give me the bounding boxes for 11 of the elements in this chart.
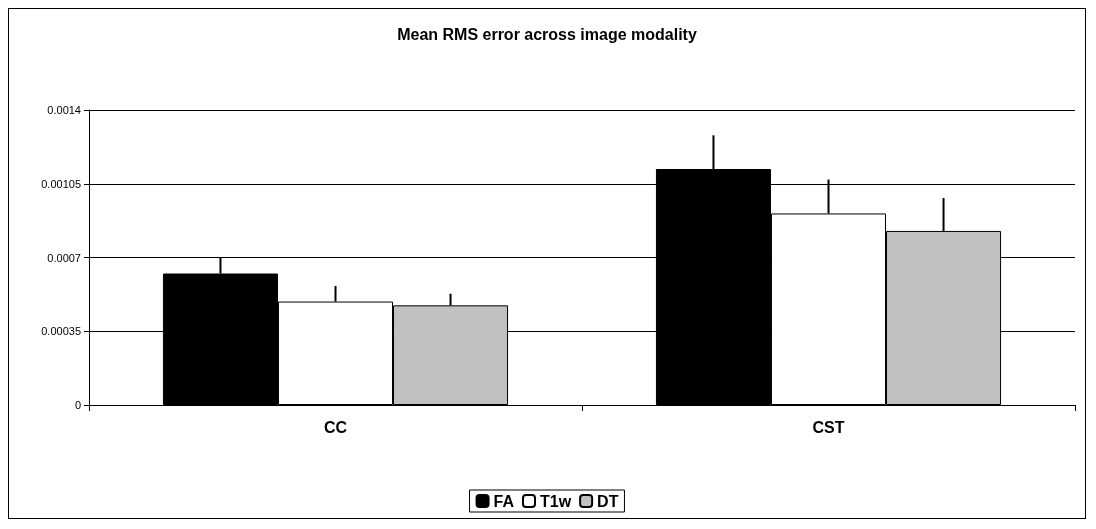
x-tick-label: CC [323, 418, 348, 436]
legend-label: DT [597, 492, 619, 510]
x-tick-label: CST [812, 418, 845, 436]
y-tick-label: 0.00035 [41, 325, 81, 338]
y-tick-label: 0 [74, 399, 81, 411]
legend-label: FA [493, 492, 515, 510]
y-tick-label: 0.0014 [47, 104, 81, 116]
legend-label: T1w [540, 492, 572, 510]
y-tick-label: 0.00105 [41, 177, 81, 190]
chart-title: Mean RMS error across image modality [397, 25, 697, 43]
y-tick-label: 0.0007 [47, 251, 81, 264]
